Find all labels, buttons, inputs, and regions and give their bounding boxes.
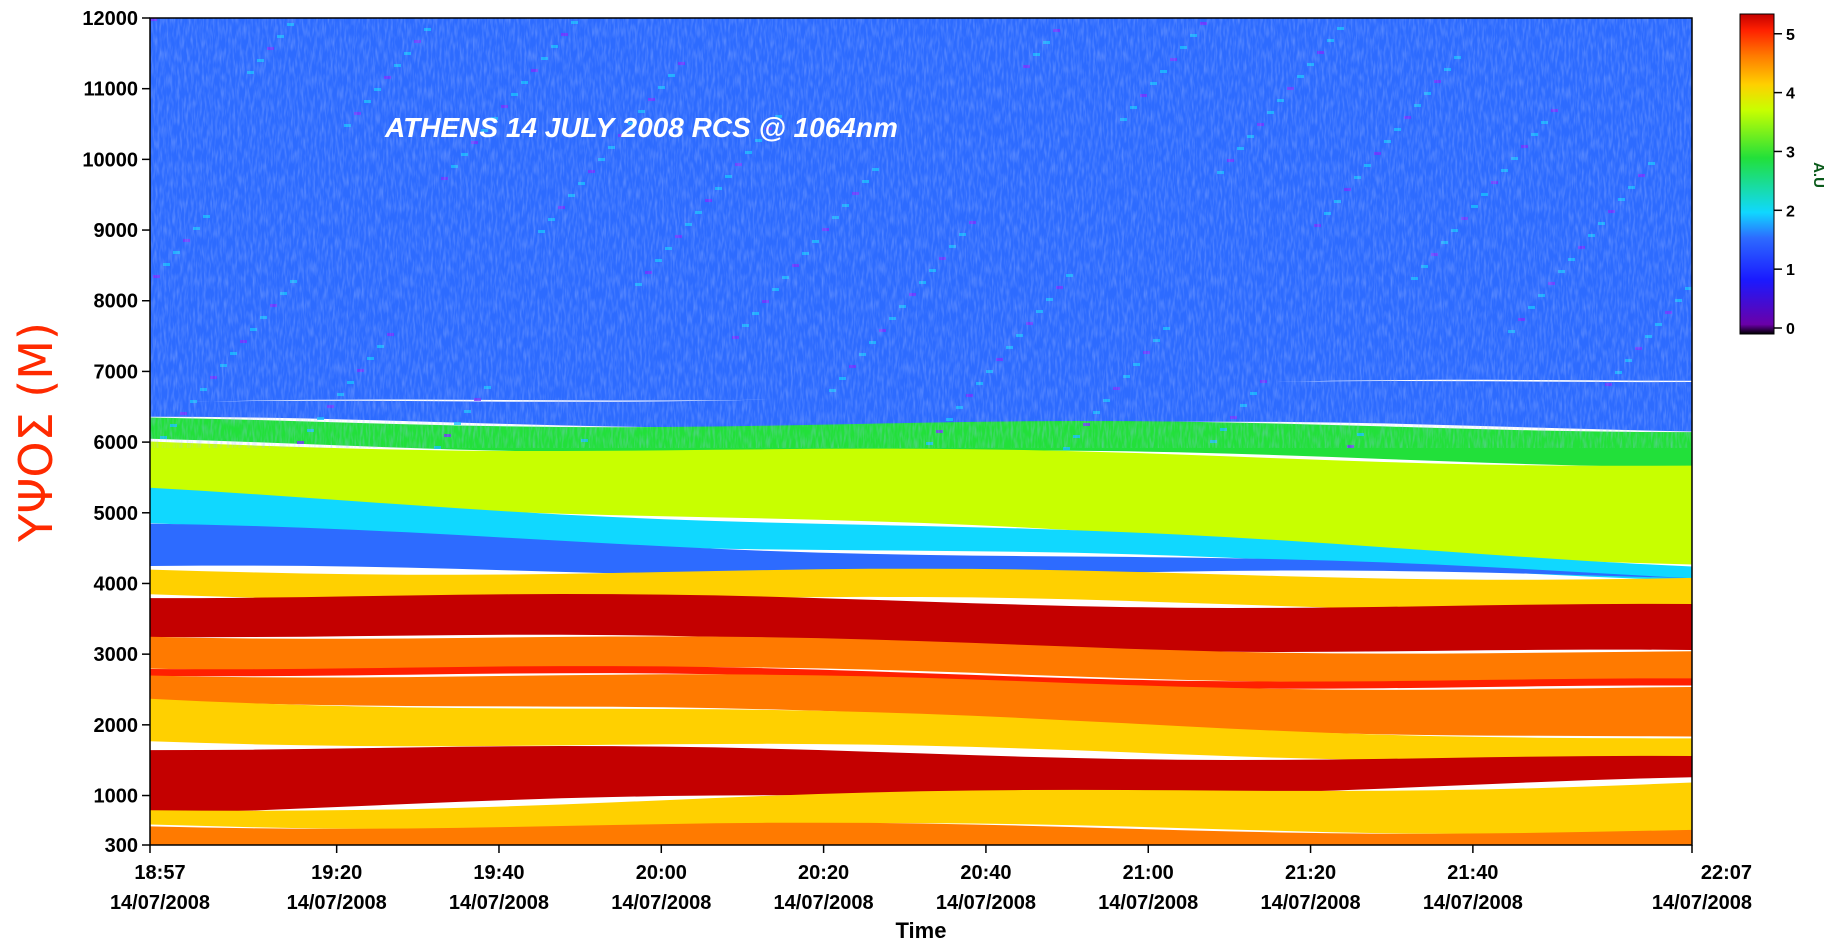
colorbar-gradient-bar bbox=[1739, 13, 1775, 335]
y-tick-label: 300 bbox=[105, 835, 138, 857]
colorbar-tick-label: 2 bbox=[1786, 203, 1795, 220]
colorbar-tick-label: 0 bbox=[1786, 321, 1795, 338]
plot-title: ATHENS 14 JULY 2008 RCS @ 1064nm bbox=[384, 112, 898, 143]
noise-speck bbox=[1063, 447, 1070, 450]
x-tick-date: 14/07/2008 bbox=[1261, 892, 1361, 914]
x-tick-date: 14/07/2008 bbox=[1652, 892, 1752, 914]
noise-overlay bbox=[150, 18, 1692, 448]
x-tick-date: 14/07/2008 bbox=[774, 892, 874, 914]
band-yellow bbox=[150, 698, 1692, 762]
x-tick-time: 20:40 bbox=[960, 862, 1011, 884]
x-axis-title: Time bbox=[896, 918, 947, 943]
y-tick-label: 12000 bbox=[82, 8, 138, 30]
y-tick-label: 10000 bbox=[82, 149, 138, 171]
x-tick-time: 22:07 bbox=[1701, 862, 1752, 884]
x-tick-time: 19:40 bbox=[473, 862, 524, 884]
x-axis-ticks: 18:57 14/07/2008 19:20 14/07/2008 19:40 14/07… bbox=[110, 845, 1752, 914]
colorbar-tick-label: 1 bbox=[1786, 262, 1795, 279]
x-tick-time: 20:00 bbox=[636, 862, 687, 884]
band-red-low bbox=[150, 746, 1692, 814]
colorbar: 0 1 2 3 4 5 A.U bbox=[1739, 13, 1827, 338]
y-tick-label: 5000 bbox=[94, 503, 139, 525]
x-tick-date: 14/07/2008 bbox=[611, 892, 711, 914]
y-axis-title: ΥΨΟΣ (M) bbox=[9, 322, 63, 543]
x-tick-date: 14/07/2008 bbox=[1098, 892, 1198, 914]
colorbar-unit-label: A.U bbox=[1810, 162, 1827, 188]
band-green-upper bbox=[150, 441, 1692, 565]
band-cyan-mid bbox=[150, 487, 1692, 581]
x-tick-time: 18:57 bbox=[134, 862, 185, 884]
colorbar-tick-label: 3 bbox=[1786, 144, 1795, 161]
y-tick-label: 8000 bbox=[94, 291, 139, 313]
y-tick-label: 11000 bbox=[83, 79, 138, 101]
y-tick-label: 9000 bbox=[94, 220, 139, 242]
y-tick-label: 2000 bbox=[94, 715, 139, 737]
x-tick-time: 21:40 bbox=[1447, 862, 1498, 884]
plot-frame bbox=[149, 17, 1693, 846]
y-axis-ticks: 300 1000 2000 3000 4000 5000 6000 7000 8000 9000 1… bbox=[82, 8, 150, 857]
x-tick-time: 21:20 bbox=[1285, 862, 1336, 884]
band-red-top bbox=[150, 594, 1692, 652]
y-tick-label: 7000 bbox=[94, 361, 139, 383]
x-tick-time: 19:20 bbox=[311, 862, 362, 884]
y-tick-label: 6000 bbox=[94, 432, 139, 454]
x-tick-time: 21:00 bbox=[1123, 862, 1174, 884]
band-green-bottom bbox=[150, 782, 1692, 835]
colorbar-tick-label: 4 bbox=[1786, 86, 1795, 103]
band-orange-1 bbox=[150, 636, 1692, 683]
y-tick-label: 3000 bbox=[94, 644, 139, 666]
band-yellow-bottom bbox=[150, 822, 1692, 845]
band-blue-gap bbox=[150, 523, 1692, 579]
x-tick-date: 14/07/2008 bbox=[936, 892, 1036, 914]
y-tick-label: 4000 bbox=[94, 573, 139, 595]
band-orange-2 bbox=[150, 674, 1692, 737]
x-tick-date: 14/07/2008 bbox=[110, 892, 210, 914]
x-tick-date: 14/07/2008 bbox=[287, 892, 387, 914]
x-tick-date: 14/07/2008 bbox=[1423, 892, 1523, 914]
plot-area bbox=[149, 17, 1693, 846]
colorbar-ticks: 0 1 2 3 4 5 bbox=[1774, 27, 1795, 338]
band-red-line bbox=[150, 666, 1692, 689]
y-tick-label: 1000 bbox=[94, 786, 139, 808]
x-tick-date: 14/07/2008 bbox=[449, 892, 549, 914]
colorbar-tick-label: 5 bbox=[1786, 27, 1795, 44]
x-tick-time: 20:20 bbox=[798, 862, 849, 884]
